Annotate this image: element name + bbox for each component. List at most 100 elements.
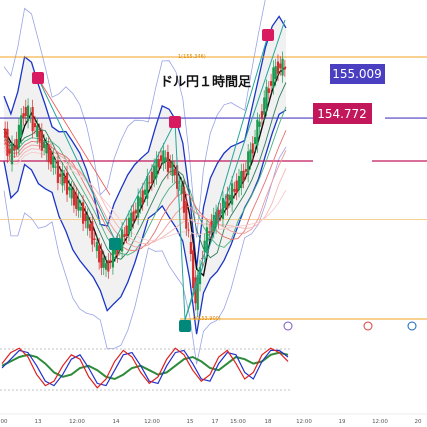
candle-body: [102, 257, 105, 268]
candle-body: [77, 199, 80, 211]
candle-body: [127, 217, 131, 235]
candle-body: [253, 137, 257, 144]
event-icon: [363, 321, 373, 331]
candle-body: [231, 183, 234, 205]
candle-body: [221, 197, 225, 219]
candle-body: [59, 173, 62, 177]
candle-body: [258, 121, 261, 127]
candle-body: [130, 212, 133, 230]
candle-body: [205, 227, 209, 252]
candle-body: [272, 67, 275, 88]
candle-body: [159, 155, 163, 162]
candle-body: [269, 81, 273, 86]
candle-body: [212, 214, 215, 232]
candle-body: [24, 107, 27, 117]
candle-body: [228, 194, 231, 201]
band-fill: [4, 16, 286, 335]
candle-body: [114, 249, 117, 255]
candle-body: [256, 119, 259, 146]
candle-body: [155, 158, 158, 178]
candle-body: [283, 67, 286, 70]
event-icon: [407, 321, 417, 331]
candle-body: [49, 150, 53, 165]
candle-body: [260, 111, 264, 120]
trend-line-up: [184, 19, 286, 321]
candle-body: [201, 258, 204, 260]
candle-body: [17, 124, 21, 148]
candle-body: [40, 130, 43, 151]
candle-body: [192, 250, 195, 289]
candle-body: [175, 165, 179, 189]
candle-body: [267, 88, 270, 94]
candle-body: [120, 229, 124, 252]
candle-body: [137, 195, 140, 218]
candle-body: [61, 169, 64, 186]
candle-body: [233, 189, 236, 192]
candle-body: [247, 151, 250, 175]
osc-red-line: [1, 347, 289, 389]
ma-line-2: [3, 106, 287, 256]
fib-label-top: 1(155.346): [178, 54, 206, 60]
candle-body: [63, 176, 66, 184]
pivot-low-marker: [109, 238, 121, 250]
x-tick-label: 15: [187, 419, 194, 425]
candle-body: [33, 123, 37, 128]
osc-green-line: [1, 351, 289, 381]
band-lower-1: [3, 109, 287, 335]
candle-body: [150, 171, 153, 184]
x-tick-label: 18: [265, 419, 272, 425]
svg-text:154.772: 154.772: [317, 107, 367, 121]
candle-body: [276, 61, 280, 74]
candle-body: [13, 146, 16, 151]
candle-body: [139, 197, 142, 207]
candle-body: [279, 63, 282, 69]
candle-body: [6, 128, 9, 156]
pivot-high-marker: [262, 29, 274, 41]
candle-body: [251, 143, 254, 154]
candle-body: [224, 201, 227, 209]
candle-body: [166, 151, 170, 172]
candle-body: [123, 234, 126, 238]
candle-body: [26, 105, 30, 122]
candle-body: [22, 113, 25, 119]
trend-line-down: [37, 77, 111, 196]
candle-body: [153, 165, 156, 180]
candle-body: [100, 250, 103, 268]
candle-body: [68, 186, 71, 191]
candle-body: [52, 156, 55, 168]
bollinger-bands: [3, 0, 287, 365]
candle-body: [98, 245, 101, 263]
pivot-high-marker: [32, 72, 44, 84]
band-upper-1: [3, 15, 287, 268]
candle-body: [237, 176, 241, 191]
candle-body: [125, 225, 128, 237]
candle-body: [143, 189, 147, 195]
candle-body: [107, 260, 110, 272]
oscillator-panel: [0, 347, 290, 391]
x-tick-label: 17: [212, 419, 219, 425]
candle-body: [196, 275, 199, 310]
x-tick-label: 12:00: [69, 419, 85, 425]
candle-body: [29, 114, 32, 116]
candle-body: [217, 209, 220, 222]
pivot-low-marker: [179, 320, 191, 332]
candle-body: [54, 166, 57, 168]
price-label-155-009: 155.009: [330, 64, 385, 84]
candle-body: [31, 107, 34, 132]
candle-body: [182, 186, 186, 213]
x-tick-label: 13: [35, 419, 42, 425]
zigzag-line: [114, 121, 176, 241]
candle-body: [45, 144, 48, 154]
zigzag-line: [174, 121, 186, 321]
candle-body: [164, 157, 167, 162]
pivot-high-marker: [169, 116, 181, 128]
candle-body: [15, 139, 18, 149]
candle-body: [43, 141, 46, 148]
x-tick-label: 14: [113, 419, 120, 425]
candle-body: [10, 142, 14, 165]
candle-body: [173, 169, 176, 176]
candle-body: [134, 209, 137, 214]
candle-body: [95, 242, 98, 252]
candle-body: [210, 221, 213, 233]
candle-body: [111, 244, 115, 268]
